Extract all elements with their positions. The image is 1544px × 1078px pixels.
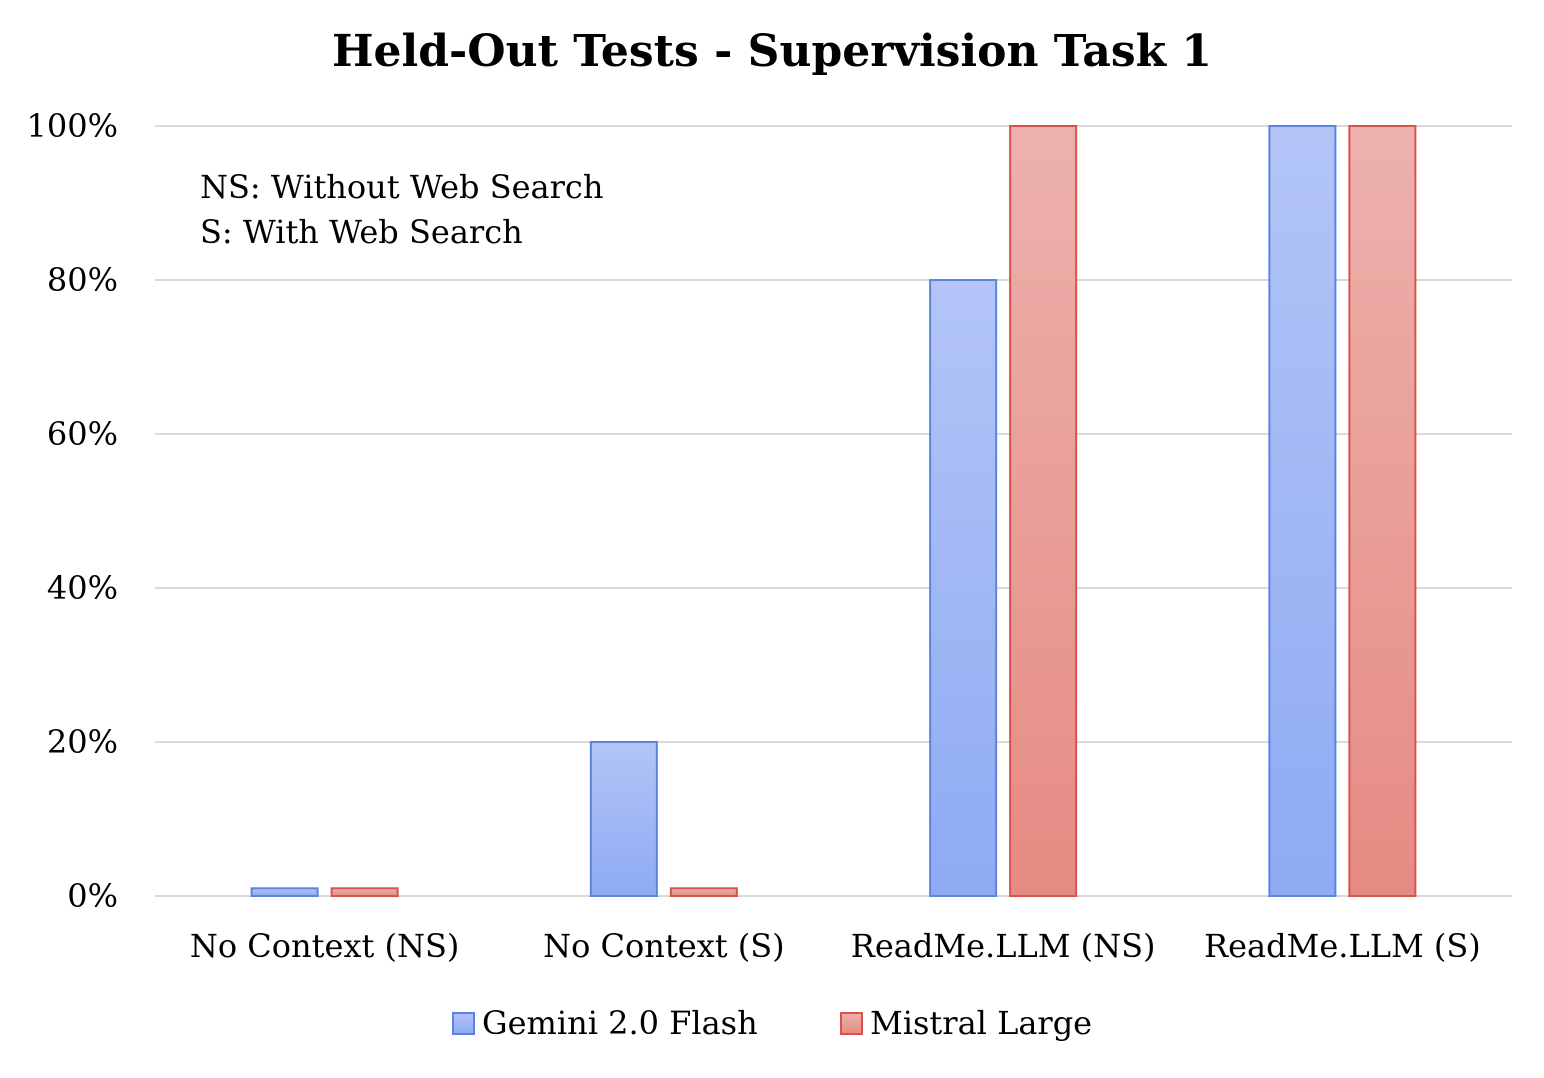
- x-category-label: ReadMe.LLM (S): [1204, 927, 1481, 965]
- bar-mistral-0: [330, 887, 399, 897]
- bar-mistral-3: [1348, 125, 1417, 897]
- bar-mistral-2: [1009, 125, 1078, 897]
- bar-mistral-1: [669, 887, 738, 897]
- y-tick-label: 20%: [47, 723, 118, 761]
- x-category-label: No Context (NS): [190, 927, 460, 965]
- legend-swatch-gemini: [452, 1012, 475, 1035]
- legend-label-mistral: Mistral Large: [870, 1004, 1092, 1042]
- annotation-s: S: With Web Search: [200, 213, 523, 251]
- y-tick-label: 100%: [27, 107, 118, 145]
- bar-gemini-3: [1268, 125, 1337, 897]
- x-category-label: ReadMe.LLM (NS): [851, 927, 1156, 965]
- x-category-label: No Context (S): [543, 927, 785, 965]
- y-tick-label: 40%: [47, 569, 118, 607]
- legend-swatch-mistral: [840, 1012, 863, 1035]
- y-tick-label: 60%: [47, 415, 118, 453]
- legend-label-gemini: Gemini 2.0 Flash: [482, 1004, 758, 1042]
- y-axis-ticks: 0% 20% 40% 60% 80% 100%: [27, 107, 118, 915]
- bar-gemini-0: [250, 887, 319, 897]
- chart-title: Held-Out Tests - Supervision Task 1: [332, 26, 1212, 77]
- y-tick-label: 80%: [47, 261, 118, 299]
- legend: Gemini 2.0 Flash Mistral Large: [452, 1004, 1092, 1042]
- x-axis-categories: No Context (NS) No Context (S) ReadMe.LLM …: [190, 927, 1481, 965]
- annotation-ns: NS: Without Web Search: [200, 168, 603, 206]
- bars: [250, 125, 1417, 897]
- y-tick-label: 0%: [67, 877, 118, 915]
- bar-gemini-1: [589, 741, 658, 897]
- bar-gemini-2: [929, 279, 998, 897]
